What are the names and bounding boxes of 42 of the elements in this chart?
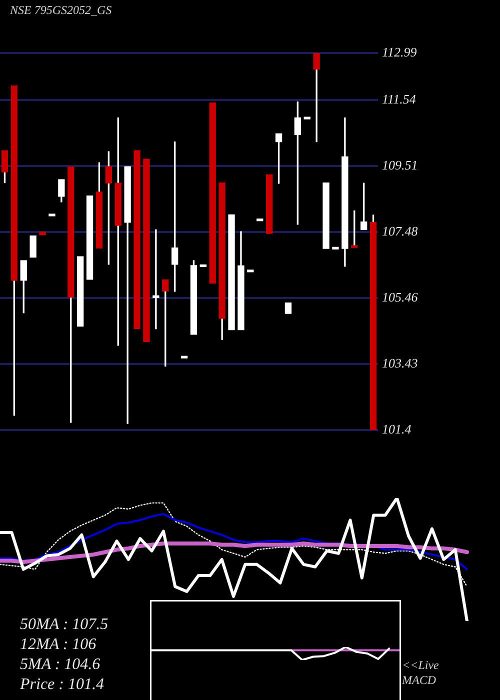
y-tick-label: 105.46	[382, 289, 418, 304]
candlestick	[247, 270, 254, 272]
candlestick	[39, 232, 46, 236]
candlestick	[209, 102, 216, 284]
candlestick	[58, 179, 65, 202]
candlestick	[114, 117, 122, 346]
y-tick-label: 111.54	[382, 92, 416, 107]
candlestick	[218, 182, 226, 340]
y-tick-label: 103.43	[382, 355, 418, 370]
y-tick-label: 107.48	[382, 224, 418, 239]
candlestick	[266, 174, 273, 234]
annotation: 50MA : 107.5	[20, 616, 108, 634]
text: 5MA : 104.6	[20, 656, 100, 674]
candlestick	[86, 195, 94, 280]
candlestick	[342, 117, 348, 267]
text: Price : 101.4	[20, 676, 104, 694]
candlestick	[275, 133, 282, 184]
candlestick	[256, 218, 264, 222]
candlestick	[284, 302, 292, 314]
candlestick	[152, 229, 160, 330]
candlestick	[134, 150, 140, 330]
candlestick	[322, 182, 330, 249]
candlestick	[10, 86, 18, 416]
chart-title: NSE 795GS2052_GS	[10, 3, 112, 18]
text: 12MA : 106	[20, 636, 96, 654]
candlestick	[313, 53, 320, 142]
candlestick	[200, 264, 207, 268]
candlestick	[228, 214, 235, 330]
candlestick	[304, 116, 310, 120]
candlestick	[238, 231, 244, 330]
candlestick	[180, 356, 188, 358]
annotation: <<Live MACD	[402, 658, 440, 688]
y-tick-label: 109.51	[382, 158, 418, 173]
candlestick	[30, 235, 36, 258]
candlestick	[332, 246, 339, 250]
candlestick	[48, 214, 56, 216]
y-tick-label: 112.99	[382, 44, 418, 60]
candlestick	[68, 166, 74, 423]
candlestick	[124, 166, 131, 424]
candlestick	[143, 158, 150, 342]
y-tick-label: 101.4	[382, 421, 412, 436]
candlestick	[76, 256, 84, 327]
